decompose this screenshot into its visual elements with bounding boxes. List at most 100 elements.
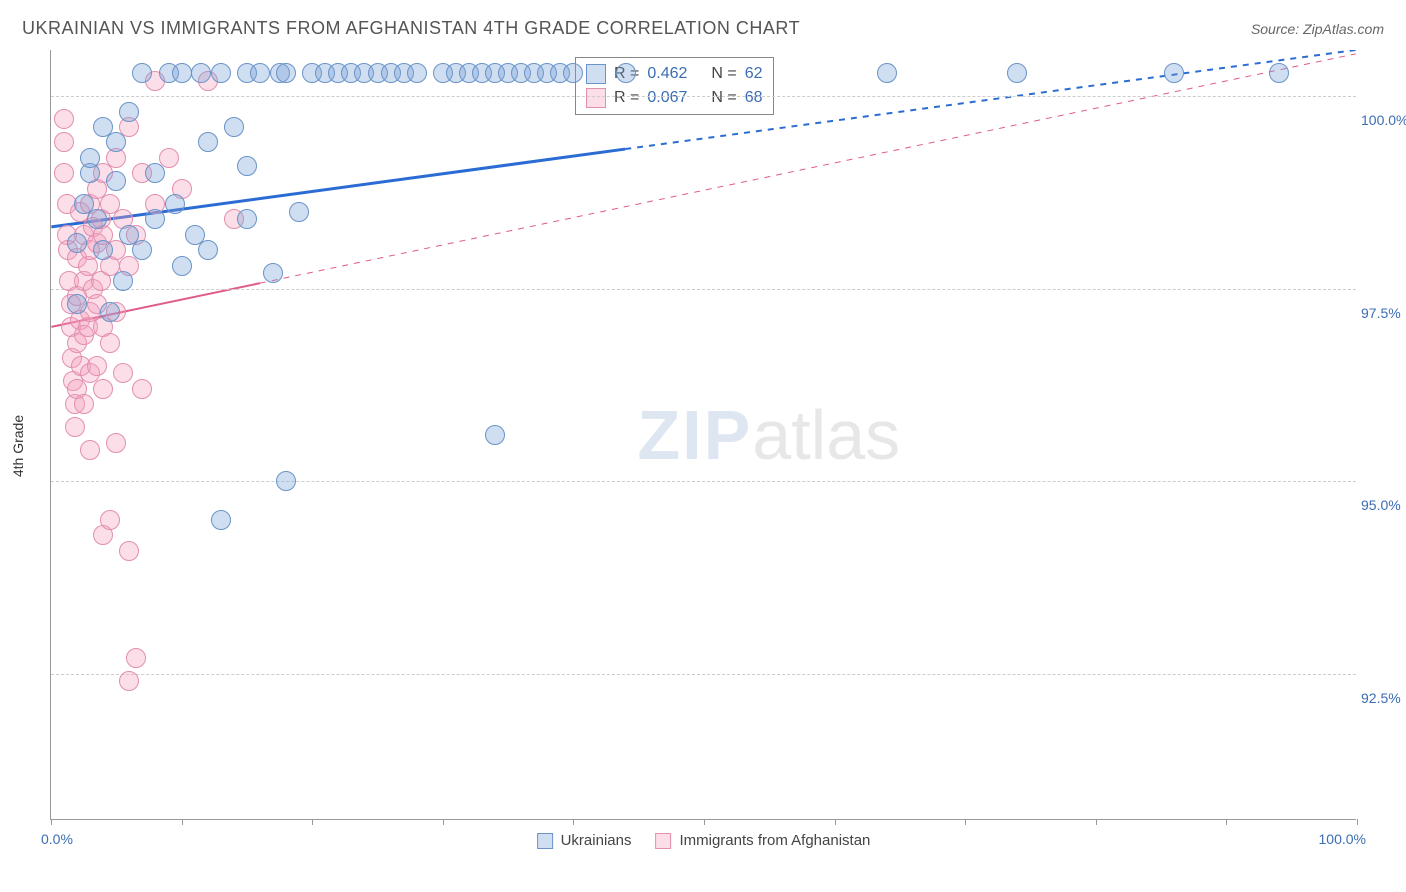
data-point xyxy=(563,63,583,83)
data-point xyxy=(211,63,231,83)
x-tick xyxy=(182,819,183,825)
data-point xyxy=(119,541,139,561)
gridline xyxy=(51,289,1356,290)
data-point xyxy=(54,109,74,129)
data-point xyxy=(119,671,139,691)
data-point xyxy=(67,294,87,314)
data-point xyxy=(224,117,244,137)
data-point xyxy=(119,102,139,122)
data-point xyxy=(54,132,74,152)
swatch-ukrainians xyxy=(537,833,553,849)
trend-dashed xyxy=(260,54,1356,283)
stats-row-afghanistan: R = 0.067 N = 68 xyxy=(586,86,763,110)
r-value: 0.462 xyxy=(647,65,687,83)
data-point xyxy=(87,209,107,229)
x-tick xyxy=(835,819,836,825)
data-point xyxy=(93,240,113,260)
x-tick xyxy=(965,819,966,825)
data-point xyxy=(126,648,146,668)
r-value: 0.067 xyxy=(647,89,687,107)
x-tick xyxy=(573,819,574,825)
swatch-afghanistan xyxy=(586,88,606,108)
data-point xyxy=(132,63,152,83)
chart-title: UKRAINIAN VS IMMIGRANTS FROM AFGHANISTAN… xyxy=(22,18,800,39)
legend-item-ukrainians: Ukrainians xyxy=(537,830,632,851)
data-point xyxy=(87,356,107,376)
data-point xyxy=(1269,63,1289,83)
data-point xyxy=(100,302,120,322)
x-label-right: 100.0% xyxy=(1319,831,1366,847)
y-tick-label: 100.0% xyxy=(1361,112,1406,128)
x-tick xyxy=(1096,819,1097,825)
data-point xyxy=(211,510,231,530)
data-point xyxy=(54,163,74,183)
data-point xyxy=(407,63,427,83)
source-label: Source: ZipAtlas.com xyxy=(1251,21,1384,37)
data-point xyxy=(276,471,296,491)
data-point xyxy=(1164,63,1184,83)
x-tick xyxy=(312,819,313,825)
r-label: R = xyxy=(614,89,639,107)
data-point xyxy=(250,63,270,83)
n-value: 68 xyxy=(745,89,763,107)
y-tick-label: 97.5% xyxy=(1361,305,1406,321)
data-point xyxy=(616,63,636,83)
data-point xyxy=(1007,63,1027,83)
legend-item-afghanistan: Immigrants from Afghanistan xyxy=(655,830,870,851)
data-point xyxy=(198,240,218,260)
y-axis-label: 4th Grade xyxy=(10,415,26,477)
data-point xyxy=(93,379,113,399)
data-point xyxy=(877,63,897,83)
x-tick xyxy=(443,819,444,825)
plot-area: ZIPatlas R = 0.462 N = 62 R = 0.067 N = … xyxy=(50,50,1356,820)
data-point xyxy=(172,256,192,276)
data-point xyxy=(191,63,211,83)
data-point xyxy=(172,63,192,83)
x-label-left: 0.0% xyxy=(41,831,73,847)
stats-legend: R = 0.462 N = 62 R = 0.067 N = 68 xyxy=(575,57,774,115)
data-point xyxy=(106,171,126,191)
data-point xyxy=(80,440,100,460)
data-point xyxy=(263,263,283,283)
data-point xyxy=(132,240,152,260)
data-point xyxy=(198,132,218,152)
data-point xyxy=(289,202,309,222)
y-tick-label: 95.0% xyxy=(1361,497,1406,513)
gridline xyxy=(51,674,1356,675)
data-point xyxy=(100,510,120,530)
data-point xyxy=(237,209,257,229)
data-point xyxy=(67,233,87,253)
data-point xyxy=(106,132,126,152)
data-point xyxy=(113,271,133,291)
x-tick xyxy=(51,819,52,825)
data-point xyxy=(65,417,85,437)
data-point xyxy=(100,333,120,353)
data-point xyxy=(80,148,100,168)
legend-label: Immigrants from Afghanistan xyxy=(679,832,870,849)
data-point xyxy=(145,209,165,229)
x-tick xyxy=(1226,819,1227,825)
trend-solid xyxy=(51,149,625,227)
title-row: UKRAINIAN VS IMMIGRANTS FROM AFGHANISTAN… xyxy=(22,18,1384,39)
legend-label: Ukrainians xyxy=(561,832,632,849)
watermark: ZIPatlas xyxy=(637,395,900,475)
data-point xyxy=(145,163,165,183)
n-value: 62 xyxy=(745,65,763,83)
stats-row-ukrainians: R = 0.462 N = 62 xyxy=(586,62,763,86)
data-point xyxy=(113,363,133,383)
data-point xyxy=(165,194,185,214)
data-point xyxy=(276,63,296,83)
data-point xyxy=(106,433,126,453)
gridline xyxy=(51,96,1356,97)
watermark-atlas: atlas xyxy=(752,396,900,474)
data-point xyxy=(485,425,505,445)
data-point xyxy=(74,394,94,414)
data-point xyxy=(237,156,257,176)
correlation-chart: UKRAINIAN VS IMMIGRANTS FROM AFGHANISTAN… xyxy=(0,0,1406,892)
series-legend: Ukrainians Immigrants from Afghanistan xyxy=(537,830,871,851)
x-tick xyxy=(1357,819,1358,825)
n-label: N = xyxy=(711,89,736,107)
swatch-ukrainians xyxy=(586,64,606,84)
n-label: N = xyxy=(711,65,736,83)
gridline xyxy=(51,481,1356,482)
